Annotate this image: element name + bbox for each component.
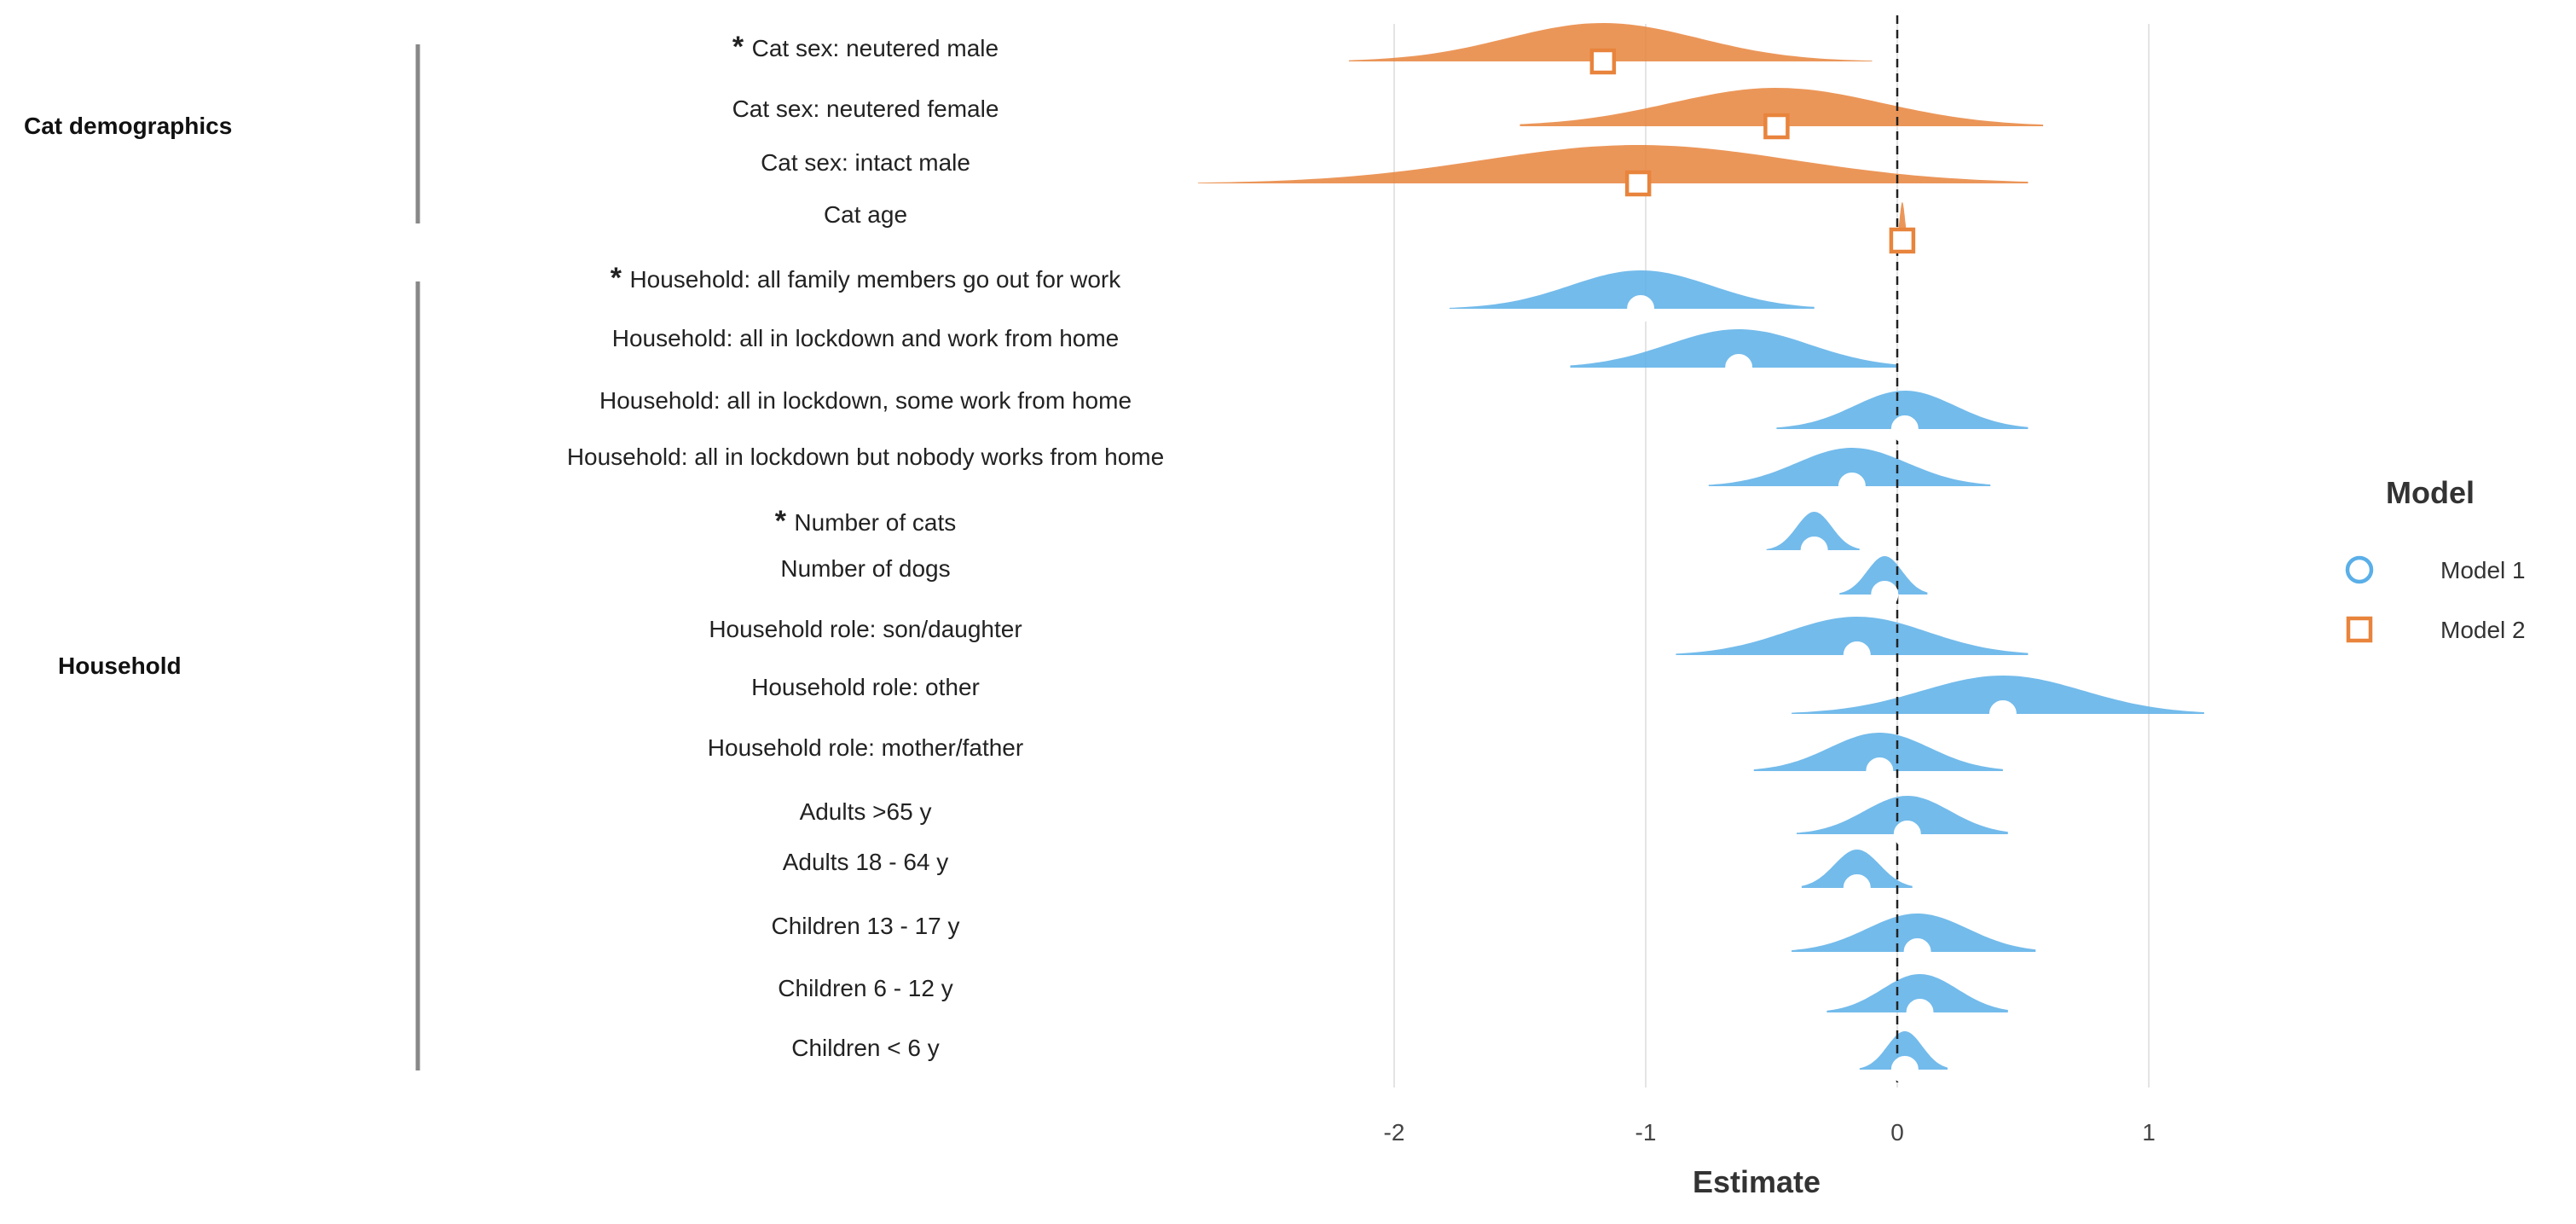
row-label: Children < 6 y <box>791 1035 940 1061</box>
distribution-3 <box>1197 145 2029 183</box>
estimate-marker-model1 <box>1866 757 1894 785</box>
estimate-marker-model1 <box>1627 295 1655 322</box>
distribution-14 <box>1797 796 2008 834</box>
estimate-marker-model1 <box>1838 473 1866 500</box>
x-tick-label: -1 <box>1635 1119 1657 1146</box>
estimate-marker-model1 <box>1890 415 1919 443</box>
row-label: Adults >65 y <box>800 798 932 825</box>
distribution-13 <box>1753 733 2003 771</box>
grid-layer <box>1393 24 2150 1088</box>
row-label: Household: all in lockdown but nobody wo… <box>567 444 1164 470</box>
estimate-marker-model2 <box>1624 170 1652 197</box>
x-tick-label: 1 <box>2142 1119 2156 1146</box>
group-layer: Cat demographics Household <box>24 44 420 1070</box>
group-label: Cat demographics <box>24 113 232 139</box>
legend-title: Model <box>2386 475 2475 510</box>
distribution-18 <box>1859 1031 1948 1070</box>
estimate-marker-model2 <box>1589 48 1617 75</box>
row-label: Household: all in lockdown, some work fr… <box>599 387 1132 414</box>
estimate-marker-model1 <box>1903 938 1931 966</box>
row-label: Children 6 - 12 y <box>778 975 952 1001</box>
row-label: Household role: son/daughter <box>709 616 1022 642</box>
legend-key-circle <box>2345 555 2374 584</box>
distribution-11 <box>1676 617 2029 655</box>
distribution-15 <box>1801 850 1913 888</box>
distribution-layer <box>1197 23 2204 1070</box>
x-axis-title: Estimate <box>1693 1164 1821 1199</box>
row-label: Number of dogs <box>780 555 950 582</box>
distribution-16 <box>1792 914 2036 952</box>
distribution-12 <box>1792 676 2204 714</box>
row-label: Cat sex: intact male <box>761 149 970 176</box>
legend-label: Model 1 <box>2440 557 2526 583</box>
estimate-marker-model2 <box>1763 113 1790 140</box>
distribution-9 <box>1766 512 1860 550</box>
row-label: Adults 18 - 64 y <box>783 849 949 875</box>
distribution-10 <box>1839 556 1928 595</box>
estimate-marker-model1 <box>1906 999 1934 1026</box>
row-label: * Household: all family members go out f… <box>611 262 1121 294</box>
estimate-marker-model1 <box>1890 1056 1919 1083</box>
group-label: Household <box>58 653 182 679</box>
x-tick-label: -2 <box>1384 1119 1405 1146</box>
row-label: Cat age <box>824 201 907 228</box>
legend-label: Model 2 <box>2440 617 2526 643</box>
distribution-2 <box>1520 88 2044 126</box>
x-tick-label: 0 <box>1890 1119 1904 1146</box>
distribution-1 <box>1348 23 1873 61</box>
legend: Model Model 1 Model 2 <box>2345 475 2526 643</box>
estimate-marker-model1 <box>1725 354 1753 381</box>
row-label: Household: all in lockdown and work from… <box>612 325 1120 351</box>
x-axis: Estimate -2 -1 0 1 <box>1384 1119 2156 1199</box>
legend-key-square <box>2346 616 2373 643</box>
marker-layer <box>1589 48 2017 1083</box>
row-label: Household role: mother/father <box>708 734 1023 761</box>
row-label: * Cat sex: neutered male <box>732 31 999 63</box>
estimate-marker-model1 <box>1871 581 1899 608</box>
row-label: Household role: other <box>751 674 980 700</box>
row-label: Children 13 - 17 y <box>771 913 959 939</box>
estimate-marker-model1 <box>1800 537 1828 564</box>
estimate-marker-model1 <box>1893 821 1921 848</box>
estimate-marker-model1 <box>1843 874 1871 902</box>
estimate-marker-model1 <box>1988 700 2017 728</box>
distribution-17 <box>1826 974 2008 1012</box>
distribution-7 <box>1776 391 2029 429</box>
estimate-marker-model2 <box>1889 227 1916 254</box>
distribution-8 <box>1708 448 1991 486</box>
distribution-5 <box>1449 270 1815 309</box>
row-label-layer: * Cat sex: neutered male Cat sex: neutere… <box>567 31 1164 1061</box>
distribution-6 <box>1570 329 1897 368</box>
row-label: Cat sex: neutered female <box>732 96 999 122</box>
estimate-marker-model1 <box>1843 641 1871 669</box>
row-label: * Number of cats <box>775 505 957 537</box>
